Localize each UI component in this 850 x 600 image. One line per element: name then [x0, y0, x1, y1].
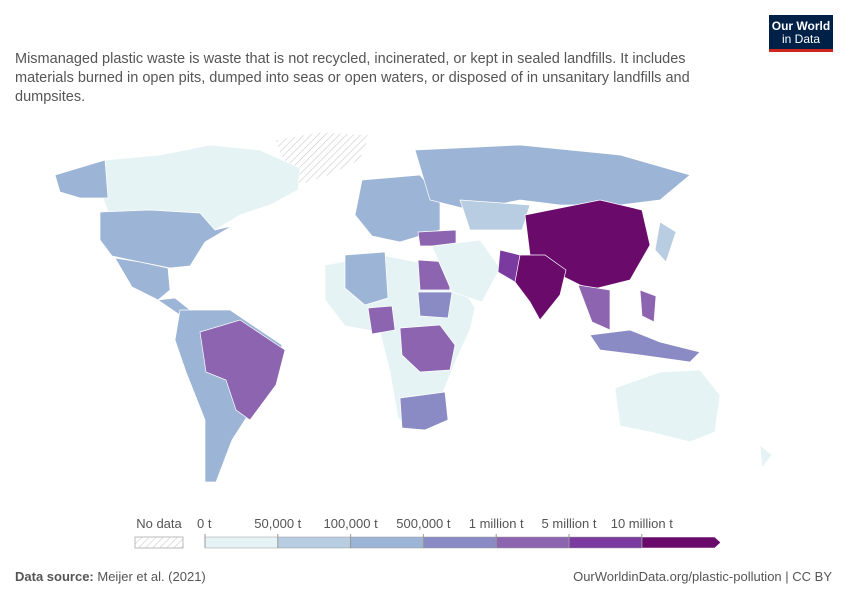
source: Meijer et al. (2021)	[97, 569, 205, 584]
url: OurWorldinData.org/plastic-pollution | C…	[573, 569, 832, 584]
no-data-swatch	[134, 536, 184, 549]
logo-underline	[769, 49, 833, 52]
legend-label: No data	[136, 516, 182, 531]
legend-label: 500,000 t	[396, 516, 451, 531]
country	[417, 291, 453, 319]
legend-label: 100,000 t	[323, 516, 378, 531]
country	[577, 284, 611, 331]
world-map	[54, 131, 773, 483]
country	[344, 251, 389, 306]
legend-label: 10 million t	[611, 516, 674, 531]
country	[654, 221, 677, 263]
country	[99, 209, 233, 269]
logo-text: Our World	[772, 19, 830, 33]
logo-text: in Data	[782, 32, 820, 46]
country	[759, 444, 773, 469]
legend-bin	[423, 536, 497, 549]
source-label: Data source:	[15, 569, 94, 584]
country	[431, 239, 501, 303]
country	[399, 324, 456, 373]
country	[54, 159, 109, 199]
country	[199, 319, 286, 421]
legend-label: 50,000 t	[254, 516, 301, 531]
country	[589, 329, 701, 363]
legend-bin	[641, 536, 721, 549]
country	[459, 199, 531, 231]
legend-bin	[204, 536, 279, 549]
country	[639, 289, 657, 323]
country	[399, 391, 449, 431]
subtitle: Mismanaged plastic waste is waste that i…	[15, 51, 690, 105]
country	[114, 257, 171, 301]
country	[414, 144, 691, 211]
legend-bin	[277, 536, 351, 549]
country	[367, 305, 396, 335]
legend-label: 5 million t	[542, 516, 597, 531]
source-label: Data source: Meijer et al. (2021)	[15, 569, 206, 584]
country	[614, 369, 721, 443]
legend-label: 0 t	[197, 516, 212, 531]
legend-label: 1 million t	[469, 516, 524, 531]
legend-bin	[568, 536, 643, 549]
legend: 0 t 50,000 t 100,000 t 500,000 t 1 million t…	[197, 516, 721, 549]
legend-bin	[495, 536, 570, 549]
legend-bin	[350, 536, 424, 549]
logo-box	[769, 15, 833, 49]
country	[497, 249, 521, 283]
